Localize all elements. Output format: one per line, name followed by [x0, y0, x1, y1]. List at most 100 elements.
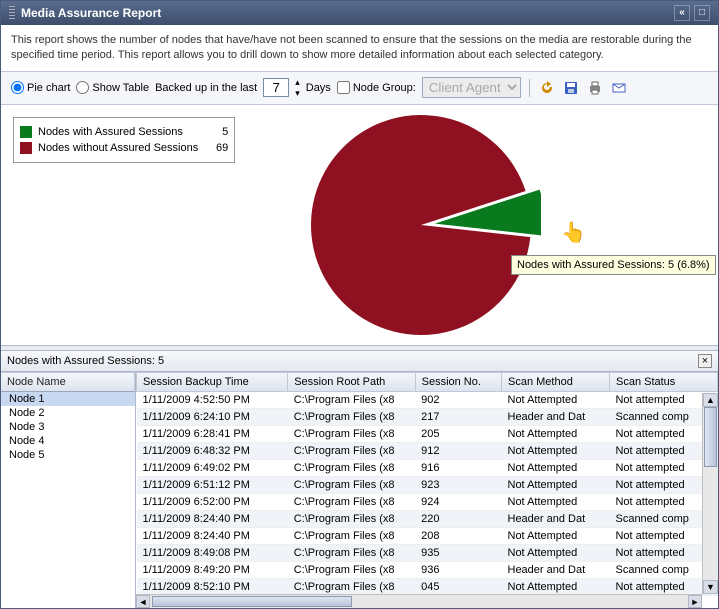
- report-window: Media Assurance Report « □ This report s…: [0, 0, 719, 609]
- table-cell: 220: [415, 510, 501, 527]
- table-row[interactable]: 1/11/2009 6:51:12 PMC:\Program Files (x8…: [137, 476, 718, 493]
- close-panel-button[interactable]: ×: [698, 354, 712, 368]
- table-cell: 912: [415, 442, 501, 459]
- pie-chart[interactable]: [301, 110, 541, 343]
- days-input[interactable]: [263, 78, 289, 97]
- list-item[interactable]: Node 5: [1, 448, 135, 462]
- legend-item[interactable]: Nodes with Assured Sessions5: [20, 124, 228, 140]
- horizontal-scrollbar[interactable]: ◄ ►: [136, 594, 702, 608]
- table-cell: 902: [415, 391, 501, 408]
- maximize-button[interactable]: □: [694, 5, 710, 21]
- pie-chart-radio[interactable]: Pie chart: [11, 81, 70, 94]
- table-cell: Not Attempted: [502, 459, 610, 476]
- collapse-button[interactable]: «: [674, 5, 690, 21]
- grip-icon: [9, 6, 15, 20]
- refresh-icon[interactable]: [538, 79, 556, 97]
- list-item[interactable]: Node 2: [1, 406, 135, 420]
- table-row[interactable]: 1/11/2009 6:28:41 PMC:\Program Files (x8…: [137, 425, 718, 442]
- column-header[interactable]: Session No.: [415, 373, 501, 392]
- chart-tooltip: Nodes with Assured Sessions: 5 (6.8%): [511, 255, 716, 275]
- table-cell: C:\Program Files (x8: [288, 493, 415, 510]
- legend-value: 5: [204, 126, 228, 138]
- table-cell: 923: [415, 476, 501, 493]
- table-cell: C:\Program Files (x8: [288, 510, 415, 527]
- table-cell: Not Attempted: [502, 476, 610, 493]
- spinner-icon[interactable]: ▴▾: [295, 77, 300, 99]
- table-cell: C:\Program Files (x8: [288, 459, 415, 476]
- table-cell: C:\Program Files (x8: [288, 561, 415, 578]
- table-row[interactable]: 1/11/2009 8:24:40 PMC:\Program Files (x8…: [137, 527, 718, 544]
- table-cell: Not Attempted: [502, 391, 610, 408]
- table-cell: 1/11/2009 8:52:10 PM: [137, 578, 288, 595]
- table-cell: 1/11/2009 6:51:12 PM: [137, 476, 288, 493]
- table-cell: C:\Program Files (x8: [288, 442, 415, 459]
- table-row[interactable]: 1/11/2009 6:52:00 PMC:\Program Files (x8…: [137, 493, 718, 510]
- detail-grid: Node Name Node 1Node 2Node 3Node 4Node 5…: [1, 372, 718, 608]
- table-row[interactable]: 1/11/2009 8:49:20 PMC:\Program Files (x8…: [137, 561, 718, 578]
- hscroll-thumb[interactable]: [152, 596, 352, 607]
- table-cell: 1/11/2009 8:24:40 PM: [137, 527, 288, 544]
- list-item[interactable]: Node 3: [1, 420, 135, 434]
- scroll-up-arrow[interactable]: ▲: [703, 393, 718, 407]
- legend-swatch: [20, 126, 32, 138]
- table-cell: C:\Program Files (x8: [288, 408, 415, 425]
- pie-chart-radio-input[interactable]: [11, 81, 24, 94]
- email-icon[interactable]: [610, 79, 628, 97]
- table-cell: 1/11/2009 6:52:00 PM: [137, 493, 288, 510]
- scroll-down-arrow[interactable]: ▼: [703, 580, 718, 594]
- legend-item[interactable]: Nodes without Assured Sessions69: [20, 140, 228, 156]
- show-table-label: Show Table: [92, 82, 149, 94]
- table-cell: 936: [415, 561, 501, 578]
- table-row[interactable]: 1/11/2009 6:24:10 PMC:\Program Files (x8…: [137, 408, 718, 425]
- table-cell: 1/11/2009 4:52:50 PM: [137, 391, 288, 408]
- table-cell: 916: [415, 459, 501, 476]
- detail-panel-header: Nodes with Assured Sessions: 5 ×: [1, 351, 718, 372]
- table-cell: C:\Program Files (x8: [288, 425, 415, 442]
- scroll-left-arrow[interactable]: ◄: [136, 595, 150, 608]
- table-row[interactable]: 1/11/2009 8:49:08 PMC:\Program Files (x8…: [137, 544, 718, 561]
- vertical-scrollbar[interactable]: ▲ ▼: [702, 393, 718, 594]
- vscroll-thumb[interactable]: [704, 407, 717, 467]
- titlebar: Media Assurance Report « □: [1, 1, 718, 25]
- table-cell: Header and Dat: [502, 408, 610, 425]
- table-row[interactable]: 1/11/2009 4:52:50 PMC:\Program Files (x8…: [137, 391, 718, 408]
- column-header[interactable]: Scan Status: [609, 373, 717, 392]
- list-item[interactable]: Node 1: [1, 392, 135, 406]
- report-description: This report shows the number of nodes th…: [1, 25, 718, 72]
- table-row[interactable]: 1/11/2009 8:24:40 PMC:\Program Files (x8…: [137, 510, 718, 527]
- table-cell: 045: [415, 578, 501, 595]
- legend: Nodes with Assured Sessions5Nodes withou…: [13, 117, 235, 163]
- column-header[interactable]: Session Root Path: [288, 373, 415, 392]
- table-cell: 1/11/2009 6:48:32 PM: [137, 442, 288, 459]
- table-cell: Header and Dat: [502, 510, 610, 527]
- table-row[interactable]: 1/11/2009 6:48:32 PMC:\Program Files (x8…: [137, 442, 718, 459]
- table-cell: 1/11/2009 6:24:10 PM: [137, 408, 288, 425]
- window-title: Media Assurance Report: [21, 6, 161, 20]
- table-cell: 1/11/2009 8:49:08 PM: [137, 544, 288, 561]
- table-cell: 924: [415, 493, 501, 510]
- column-header[interactable]: Scan Method: [502, 373, 610, 392]
- print-icon[interactable]: [586, 79, 604, 97]
- session-table: Session Backup TimeSession Root PathSess…: [136, 373, 718, 596]
- save-icon[interactable]: [562, 79, 580, 97]
- table-row[interactable]: 1/11/2009 6:49:02 PMC:\Program Files (x8…: [137, 459, 718, 476]
- node-list-header[interactable]: Node Name: [1, 373, 135, 392]
- show-table-radio[interactable]: Show Table: [76, 81, 149, 94]
- table-row[interactable]: 1/11/2009 8:52:10 PMC:\Program Files (x8…: [137, 578, 718, 595]
- show-table-radio-input[interactable]: [76, 81, 89, 94]
- table-cell: Not Attempted: [502, 493, 610, 510]
- list-item[interactable]: Node 4: [1, 434, 135, 448]
- scroll-right-arrow[interactable]: ►: [688, 595, 702, 608]
- node-group-checkbox-input[interactable]: [337, 81, 350, 94]
- table-cell: Not Attempted: [502, 442, 610, 459]
- table-cell: C:\Program Files (x8: [288, 544, 415, 561]
- table-cell: 1/11/2009 6:28:41 PM: [137, 425, 288, 442]
- table-cell: C:\Program Files (x8: [288, 578, 415, 595]
- node-list: Node Name Node 1Node 2Node 3Node 4Node 5: [1, 373, 136, 608]
- node-group-checkbox[interactable]: Node Group:: [337, 81, 416, 94]
- node-group-select: Client Agent: [422, 77, 521, 98]
- column-header[interactable]: Session Backup Time: [137, 373, 288, 392]
- table-cell: 1/11/2009 6:49:02 PM: [137, 459, 288, 476]
- table-cell: Not Attempted: [502, 544, 610, 561]
- table-cell: 1/11/2009 8:24:40 PM: [137, 510, 288, 527]
